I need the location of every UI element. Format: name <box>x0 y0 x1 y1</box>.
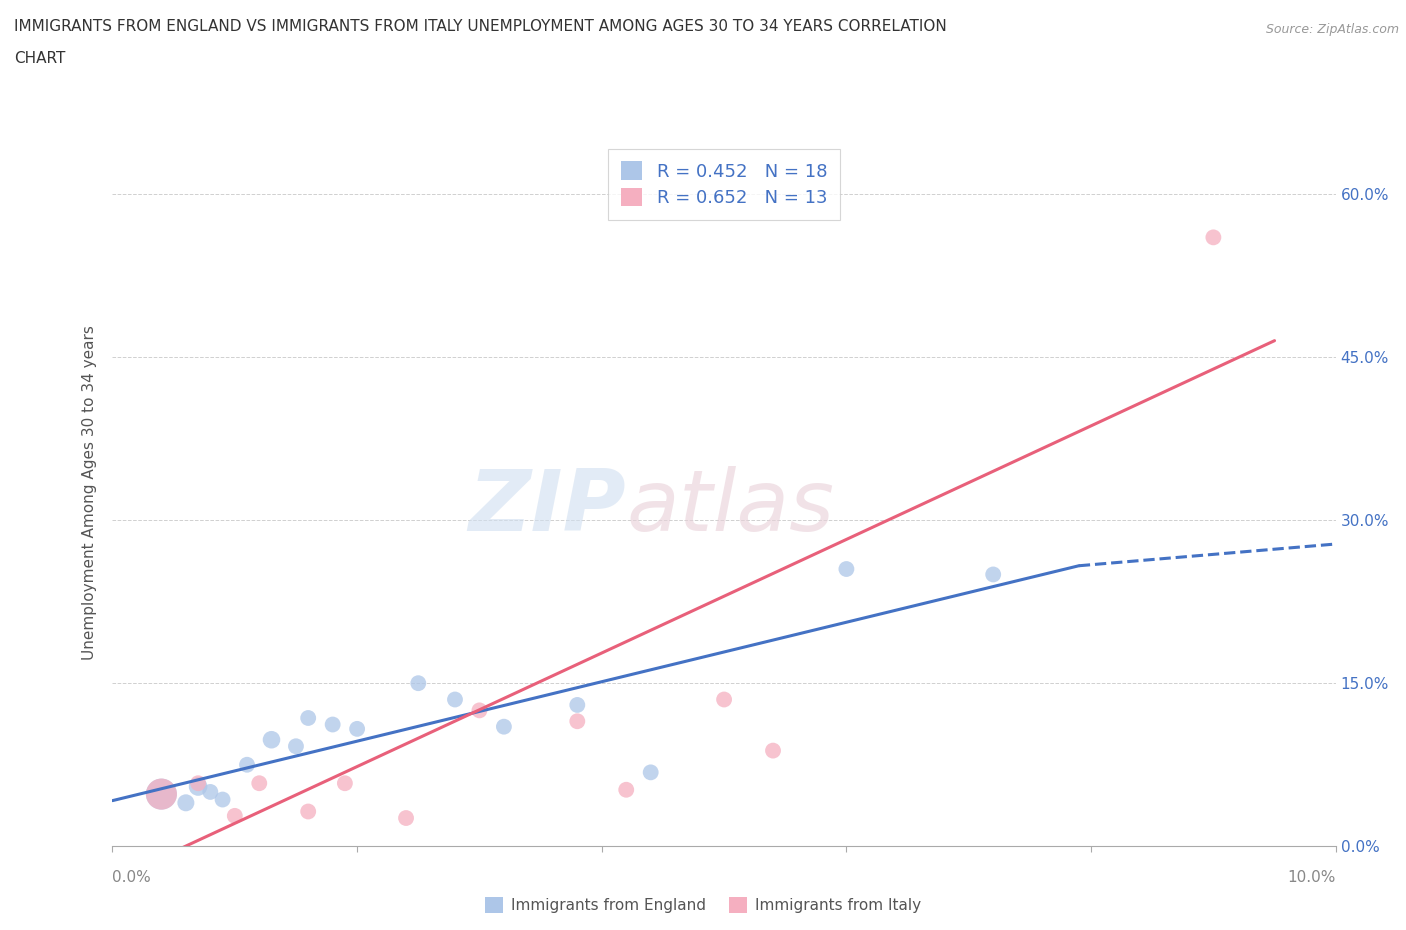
Point <box>297 711 319 725</box>
Point <box>395 811 418 826</box>
Legend: Immigrants from England, Immigrants from Italy: Immigrants from England, Immigrants from… <box>485 897 921 913</box>
Point <box>333 776 356 790</box>
Point <box>444 692 467 707</box>
Point <box>468 703 491 718</box>
Text: ZIP: ZIP <box>468 466 626 549</box>
Point <box>713 692 735 707</box>
Point <box>224 808 246 823</box>
Point <box>408 676 430 691</box>
Point <box>981 567 1004 582</box>
Point <box>187 779 209 794</box>
Point <box>1202 230 1225 245</box>
Point <box>150 787 173 802</box>
Y-axis label: Unemployment Among Ages 30 to 34 years: Unemployment Among Ages 30 to 34 years <box>82 326 97 660</box>
Legend: R = 0.452   N = 18, R = 0.652   N = 13: R = 0.452 N = 18, R = 0.652 N = 13 <box>609 149 839 219</box>
Point <box>200 785 222 800</box>
Point <box>346 722 368 737</box>
Point <box>640 764 662 779</box>
Point <box>762 743 785 758</box>
Text: Source: ZipAtlas.com: Source: ZipAtlas.com <box>1265 23 1399 36</box>
Point <box>835 562 858 577</box>
Point <box>187 776 209 790</box>
Point <box>614 782 637 797</box>
Point <box>236 757 259 772</box>
Point <box>150 787 173 802</box>
Point <box>174 795 197 810</box>
Point <box>492 719 515 734</box>
Point <box>284 738 308 753</box>
Point <box>247 776 270 790</box>
Text: 10.0%: 10.0% <box>1288 870 1336 884</box>
Point <box>297 804 319 819</box>
Point <box>260 732 283 747</box>
Point <box>322 717 344 732</box>
Point <box>567 714 589 729</box>
Text: IMMIGRANTS FROM ENGLAND VS IMMIGRANTS FROM ITALY UNEMPLOYMENT AMONG AGES 30 TO 3: IMMIGRANTS FROM ENGLAND VS IMMIGRANTS FR… <box>14 19 946 33</box>
Text: CHART: CHART <box>14 51 66 66</box>
Text: 0.0%: 0.0% <box>112 870 152 884</box>
Text: atlas: atlas <box>626 466 834 549</box>
Point <box>211 792 233 807</box>
Point <box>567 698 589 712</box>
